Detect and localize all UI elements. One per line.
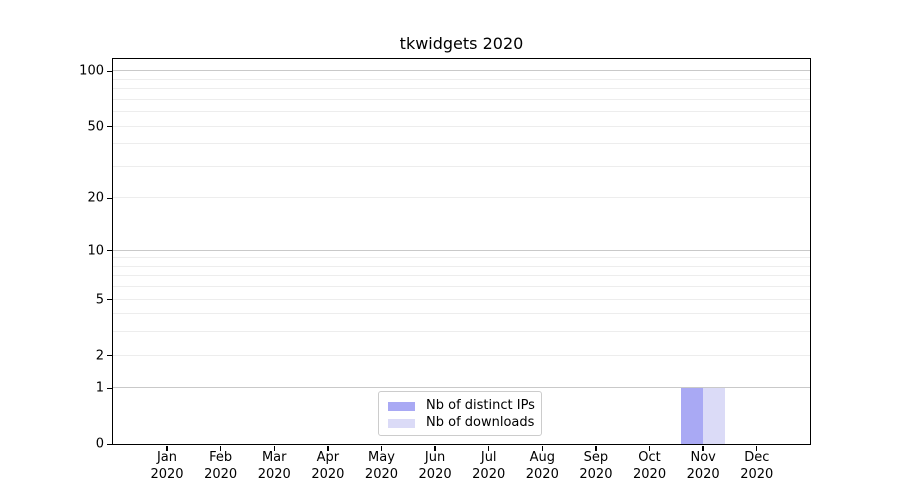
x-tick-year: 2020 xyxy=(204,466,238,482)
x-tick-year: 2020 xyxy=(364,466,399,482)
legend-swatch xyxy=(388,418,415,428)
y-gridline-minor xyxy=(113,286,810,288)
x-tick-label: Jan 2020 xyxy=(150,450,183,483)
x-tick-label: Dec 2020 xyxy=(740,450,773,483)
x-tick-month: Sep xyxy=(583,450,609,465)
x-tick-label: Jun 2020 xyxy=(419,450,452,483)
x-tick-mark xyxy=(434,445,436,451)
x-tick-year: 2020 xyxy=(418,466,452,482)
legend-label: Nb of distinct IPs xyxy=(426,398,535,413)
y-tick-mark xyxy=(107,70,112,72)
x-tick-year: 2020 xyxy=(150,466,184,482)
bar xyxy=(702,387,725,444)
bar xyxy=(680,387,703,444)
y-gridline-minor xyxy=(113,313,810,315)
y-tick-label: 10 xyxy=(87,243,104,259)
x-tick-mark xyxy=(756,445,758,451)
x-tick-mark xyxy=(166,445,168,451)
legend: Nb of distinct IPs Nb of downloads xyxy=(378,391,542,436)
x-tick-label: Sep 2020 xyxy=(579,450,612,483)
y-tick-mark xyxy=(107,249,112,252)
x-tick-month: May xyxy=(368,450,395,465)
y-tick-label: 20 xyxy=(87,190,104,206)
y-tick-mark xyxy=(107,387,112,390)
y-gridline-minor xyxy=(113,354,810,356)
y-gridline-minor xyxy=(113,257,810,259)
y-gridline-major xyxy=(113,387,810,389)
y-gridline-minor xyxy=(113,98,810,100)
x-tick-mark xyxy=(702,445,704,451)
x-tick-month: Mar xyxy=(261,450,287,465)
y-tick-label: 100 xyxy=(79,63,104,79)
legend-swatch xyxy=(388,401,415,411)
x-tick-year: 2020 xyxy=(525,466,559,482)
y-tick-label: 1 xyxy=(95,380,104,396)
legend-entry: Nb of downloads xyxy=(388,415,535,431)
y-tick-label: 2 xyxy=(95,348,104,364)
x-tick-year: 2020 xyxy=(740,466,774,482)
x-tick-mark xyxy=(273,445,275,451)
x-tick-year: 2020 xyxy=(633,466,667,482)
y-tick-mark xyxy=(107,443,112,446)
x-tick-year: 2020 xyxy=(257,466,291,482)
x-tick-month: Jun xyxy=(424,450,446,465)
x-tick-label: Mar 2020 xyxy=(258,450,291,483)
x-tick-mark xyxy=(327,445,329,451)
y-gridline-minor xyxy=(113,298,810,300)
y-gridline-minor xyxy=(113,78,810,80)
x-tick-mark xyxy=(488,445,490,451)
y-gridline-minor xyxy=(113,165,810,167)
x-tick-label: Feb 2020 xyxy=(204,450,237,483)
y-tick-mark xyxy=(107,125,112,128)
y-gridline-minor xyxy=(113,125,810,127)
y-tick-mark xyxy=(107,197,112,199)
x-tick-mark xyxy=(648,445,651,451)
y-tick-label: 5 xyxy=(95,292,104,308)
x-tick-mark xyxy=(595,445,597,451)
y-tick-mark xyxy=(107,354,112,357)
plot-area xyxy=(112,58,811,445)
y-gridline-minor xyxy=(113,331,810,333)
x-tick-year: 2020 xyxy=(472,466,506,482)
y-tick-label: 0 xyxy=(95,436,104,452)
y-tick-mark xyxy=(107,298,112,301)
y-tick-label: 50 xyxy=(87,119,104,135)
x-tick-label: Aug 2020 xyxy=(526,450,559,483)
x-tick-month: Dec xyxy=(744,450,770,465)
x-tick-month: Jul xyxy=(480,450,497,465)
x-tick-label: Oct 2020 xyxy=(633,450,666,483)
x-tick-month: Aug xyxy=(529,450,555,465)
x-tick-mark xyxy=(380,445,383,451)
x-tick-year: 2020 xyxy=(686,466,720,482)
y-gridline-major xyxy=(113,249,810,251)
y-gridline-minor xyxy=(113,275,810,277)
x-tick-label: May 2020 xyxy=(365,450,398,483)
x-tick-month: Nov xyxy=(690,450,716,465)
x-tick-month: Feb xyxy=(209,450,233,465)
y-gridline-minor xyxy=(113,111,810,113)
x-tick-mark xyxy=(219,445,222,451)
x-tick-label: Apr 2020 xyxy=(311,450,344,483)
x-tick-month: Apr xyxy=(316,450,340,465)
legend-label: Nb of downloads xyxy=(426,415,535,430)
x-tick-month: Oct xyxy=(638,450,661,465)
x-tick-year: 2020 xyxy=(579,466,613,482)
x-tick-year: 2020 xyxy=(311,466,345,482)
y-gridline-minor xyxy=(113,143,810,145)
legend-entry: Nb of distinct IPs xyxy=(388,398,535,414)
x-tick-month: Jan xyxy=(156,450,178,465)
y-gridline-minor xyxy=(113,88,810,90)
y-gridline-major xyxy=(113,70,810,72)
x-tick-mark xyxy=(541,445,543,451)
x-tick-label: Nov 2020 xyxy=(687,450,720,483)
x-tick-label: Jul 2020 xyxy=(472,450,505,483)
y-gridline-minor xyxy=(113,265,810,267)
y-gridline-minor xyxy=(113,197,810,199)
chart-title: tkwidgets 2020 xyxy=(399,34,524,53)
